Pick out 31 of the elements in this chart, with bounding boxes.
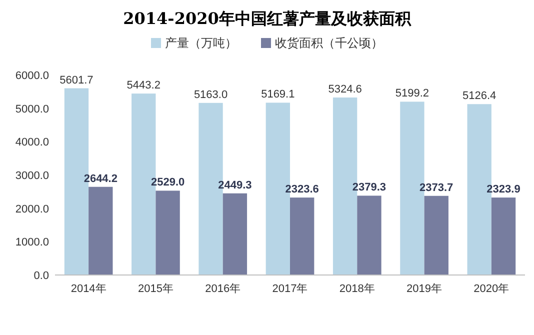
legend-label: 收货面积（千公顷） [275, 36, 383, 50]
data-label: 5169.1 [261, 88, 295, 101]
y-tick-label: 5000.0 [15, 103, 49, 116]
y-tick-label: 3000.0 [15, 170, 49, 182]
x-tick-label: 2016年 [205, 283, 241, 295]
x-tick-label: 2017年 [272, 283, 308, 295]
y-tick-label: 1000.0 [15, 236, 49, 249]
data-label: 2323.6 [285, 184, 319, 196]
data-label: 5601.7 [60, 74, 94, 86]
data-label: 5443.2 [126, 80, 160, 92]
y-tick-label: 4000.0 [15, 136, 49, 149]
x-tick-label: 2020年 [474, 283, 510, 295]
x-tick-label: 2014年 [70, 283, 106, 295]
data-label: 2449.3 [218, 179, 252, 192]
data-label: 5324.6 [328, 84, 362, 96]
data-label: 2379.3 [352, 182, 386, 194]
chart-title: 2014-2020年中国红薯产量及收获面积 [123, 9, 412, 28]
x-tick-label: 2018年 [339, 283, 375, 295]
data-label: 2323.9 [486, 184, 520, 196]
y-tick-label: 6000.0 [15, 70, 49, 82]
y-tick-label: 2000.0 [15, 203, 49, 216]
y-tick-label: 0.0 [34, 270, 49, 282]
data-label: 5126.4 [462, 90, 496, 102]
x-tick-label: 2019年 [406, 283, 442, 295]
legend-label: 产量（万吨） [165, 36, 237, 50]
data-label: 2529.0 [150, 176, 185, 189]
data-label: 5199.2 [395, 88, 430, 100]
data-label: 2644.2 [84, 172, 118, 185]
x-tick-label: 2015年 [138, 283, 174, 295]
data-label: 5163.0 [194, 88, 228, 101]
data-label: 2373.7 [420, 182, 454, 194]
